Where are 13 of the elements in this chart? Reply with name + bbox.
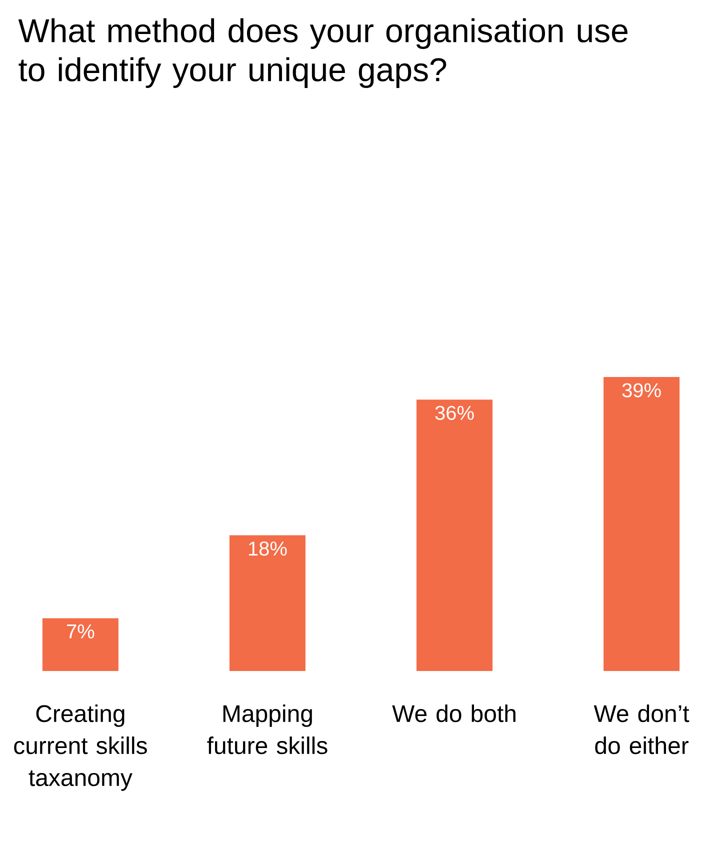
data-label: 36% — [435, 406, 474, 420]
data-label: 39% — [622, 383, 661, 398]
bar — [416, 400, 493, 671]
x-tick-label: Creating current skills taxanomy — [14, 704, 147, 791]
data-label: 18% — [249, 542, 287, 556]
x-tick-label: We do both — [392, 704, 516, 722]
bar — [42, 618, 119, 671]
data-label: 7% — [67, 624, 94, 638]
bar — [230, 535, 306, 671]
x-tick-label: Mapping future skills — [207, 704, 328, 754]
bar — [604, 376, 680, 671]
x-tick-label: We don’t do either — [594, 704, 690, 754]
chart-title: What method does your organisation use to identify your unique gaps? — [18, 18, 628, 88]
